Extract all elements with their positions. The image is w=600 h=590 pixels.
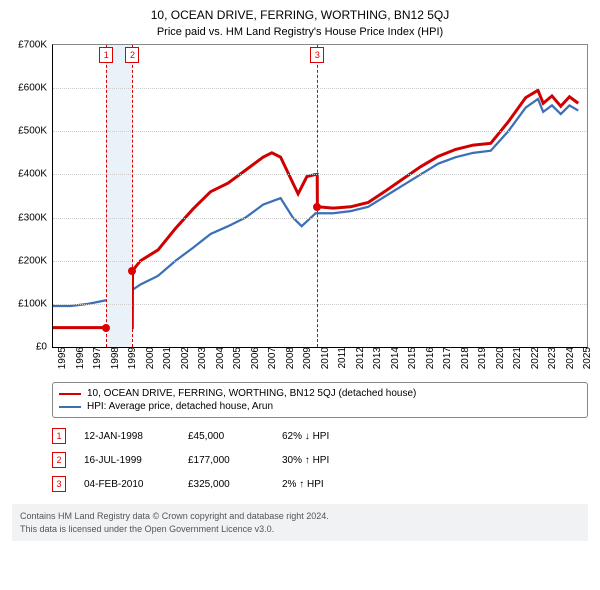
event-delta: 2% ↑ HPI — [282, 479, 324, 490]
sale-marker — [102, 324, 110, 332]
event-badge: 1 — [99, 47, 113, 63]
event-vline — [317, 45, 318, 347]
x-axis-label: 1998 — [110, 347, 121, 369]
legend-label: 10, OCEAN DRIVE, FERRING, WORTHING, BN12… — [87, 388, 416, 399]
x-axis-label: 2005 — [232, 347, 243, 369]
x-axis-label: 2017 — [442, 347, 453, 369]
event-row: 2 16-JUL-1999 £177,000 30% ↑ HPI — [52, 448, 588, 472]
x-axis-label: 2024 — [565, 347, 576, 369]
highlight-band — [106, 45, 132, 347]
x-axis-label: 2001 — [162, 347, 173, 369]
x-axis-label: 2007 — [267, 347, 278, 369]
x-axis-label: 2012 — [355, 347, 366, 369]
y-axis-label: £300K — [18, 212, 47, 223]
x-axis-label: 2011 — [337, 347, 348, 369]
event-delta: 62% ↓ HPI — [282, 431, 329, 442]
legend-swatch — [59, 393, 81, 395]
event-date: 12-JAN-1998 — [84, 431, 170, 442]
x-axis-label: 2019 — [477, 347, 488, 369]
x-axis-label: 2020 — [495, 347, 506, 369]
event-number: 1 — [52, 428, 66, 444]
footer-line-1: Contains HM Land Registry data © Crown c… — [20, 510, 580, 523]
event-row: 1 12-JAN-1998 £45,000 62% ↓ HPI — [52, 424, 588, 448]
legend: 10, OCEAN DRIVE, FERRING, WORTHING, BN12… — [52, 382, 588, 418]
x-axis-label: 2008 — [285, 347, 296, 369]
chart-subtitle: Price paid vs. HM Land Registry's House … — [0, 22, 600, 44]
event-date: 04-FEB-2010 — [84, 479, 170, 490]
legend-label: HPI: Average price, detached house, Arun — [87, 401, 273, 412]
x-axis-label: 1999 — [127, 347, 138, 369]
y-axis-label: £700K — [18, 40, 47, 51]
x-axis-label: 1996 — [75, 347, 86, 369]
legend-item: HPI: Average price, detached house, Arun — [59, 400, 581, 413]
x-axis-label: 2013 — [372, 347, 383, 369]
x-axis-label: 2000 — [145, 347, 156, 369]
event-price: £45,000 — [188, 431, 264, 442]
x-axis-label: 2023 — [547, 347, 558, 369]
x-axis-label: 2003 — [197, 347, 208, 369]
y-axis-label: £600K — [18, 83, 47, 94]
event-badge: 3 — [310, 47, 324, 63]
x-axis-label: 2006 — [250, 347, 261, 369]
y-axis-label: £200K — [18, 255, 47, 266]
event-date: 16-JUL-1999 — [84, 455, 170, 466]
x-axis-label: 2004 — [215, 347, 226, 369]
footer-line-2: This data is licensed under the Open Gov… — [20, 523, 580, 536]
x-axis-label: 2009 — [302, 347, 313, 369]
y-axis-label: £400K — [18, 169, 47, 180]
x-axis-label: 1997 — [92, 347, 103, 369]
x-axis-label: 2002 — [180, 347, 191, 369]
event-row: 3 04-FEB-2010 £325,000 2% ↑ HPI — [52, 472, 588, 496]
footer-attribution: Contains HM Land Registry data © Crown c… — [12, 504, 588, 541]
x-axis-label: 2010 — [320, 347, 331, 369]
event-price: £325,000 — [188, 479, 264, 490]
y-axis-label: £500K — [18, 126, 47, 137]
chart-title: 10, OCEAN DRIVE, FERRING, WORTHING, BN12… — [0, 0, 600, 22]
event-price: £177,000 — [188, 455, 264, 466]
event-number: 3 — [52, 476, 66, 492]
sale-marker — [313, 203, 321, 211]
event-vline — [106, 45, 107, 347]
legend-swatch — [59, 406, 81, 408]
x-axis-label: 2022 — [530, 347, 541, 369]
event-badge: 2 — [125, 47, 139, 63]
x-axis-label: 2016 — [425, 347, 436, 369]
y-axis-label: £0 — [36, 342, 47, 353]
legend-item: 10, OCEAN DRIVE, FERRING, WORTHING, BN12… — [59, 387, 581, 400]
plot-region: £0£100K£200K£300K£400K£500K£600K£700K199… — [52, 44, 588, 348]
x-axis-label: 2015 — [407, 347, 418, 369]
x-axis-label: 1995 — [57, 347, 68, 369]
sale-marker — [128, 267, 136, 275]
event-delta: 30% ↑ HPI — [282, 455, 329, 466]
x-axis-label: 2014 — [390, 347, 401, 369]
x-axis-label: 2018 — [460, 347, 471, 369]
y-axis-label: £100K — [18, 298, 47, 309]
chart-area: £0£100K£200K£300K£400K£500K£600K£700K199… — [52, 44, 588, 374]
events-table: 1 12-JAN-1998 £45,000 62% ↓ HPI 2 16-JUL-1999… — [52, 424, 588, 496]
event-number: 2 — [52, 452, 66, 468]
x-axis-label: 2021 — [512, 347, 523, 369]
event-vline — [132, 45, 133, 347]
x-axis-label: 2025 — [582, 347, 593, 369]
